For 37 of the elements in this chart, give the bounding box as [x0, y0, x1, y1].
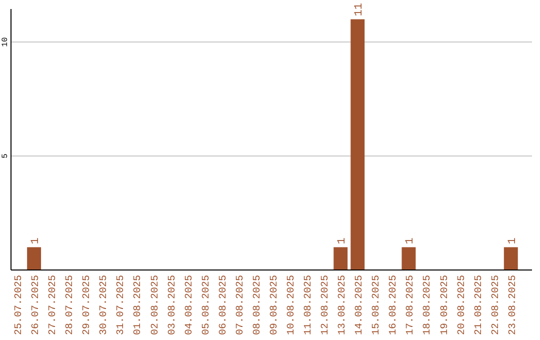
- x-tick-label: 22.08.2025: [490, 275, 502, 336]
- data-label: 1: [506, 237, 519, 244]
- x-tick-label: 18.08.2025: [422, 275, 434, 336]
- x-tick-label: 07.08.2025: [235, 275, 246, 336]
- x-tick-label: 03.08.2025: [167, 275, 178, 336]
- y-tick-label: 10: [1, 37, 10, 47]
- data-label: 11: [354, 2, 366, 16]
- x-tick-label: 30.07.2025: [99, 275, 110, 336]
- x-tick-label: 31.07.2025: [116, 275, 128, 336]
- x-tick-label: 09.08.2025: [269, 275, 280, 336]
- data-label: 1: [404, 237, 417, 244]
- x-tick-label: 26.07.2025: [31, 275, 42, 336]
- x-tick-label: 02.08.2025: [150, 275, 162, 336]
- x-tick-label: 19.08.2025: [440, 275, 451, 336]
- x-tick-label: 06.08.2025: [218, 275, 230, 336]
- x-tick-label: 21.08.2025: [474, 275, 485, 336]
- x-tick-label: 14.08.2025: [354, 275, 366, 336]
- x-tick-label: 27.07.2025: [48, 275, 60, 336]
- x-tick-label: 12.08.2025: [320, 275, 332, 336]
- x-tick-label: 23.08.2025: [508, 275, 519, 336]
- data-label: 1: [336, 237, 349, 244]
- x-tick-label: 05.08.2025: [201, 275, 212, 336]
- y-tick-label: 5: [1, 153, 10, 158]
- x-tick-label: 13.08.2025: [338, 275, 349, 336]
- x-tick-label: 10.08.2025: [286, 275, 298, 336]
- x-tick-label: 29.07.2025: [82, 275, 94, 336]
- x-tick-label: 20.08.2025: [456, 275, 468, 336]
- x-tick-label: 25.07.2025: [14, 275, 26, 336]
- data-label: 1: [30, 237, 42, 244]
- x-tick-label: 11.08.2025: [304, 275, 315, 336]
- x-tick-label: 15.08.2025: [372, 275, 383, 336]
- x-tick-label: 17.08.2025: [406, 275, 417, 336]
- x-tick-label: 01.08.2025: [133, 275, 144, 336]
- x-tick-label: 16.08.2025: [388, 275, 400, 336]
- x-tick-label: 08.08.2025: [252, 275, 264, 336]
- x-tick-label: 04.08.2025: [184, 275, 196, 336]
- x-tick-label: 28.07.2025: [65, 275, 76, 336]
